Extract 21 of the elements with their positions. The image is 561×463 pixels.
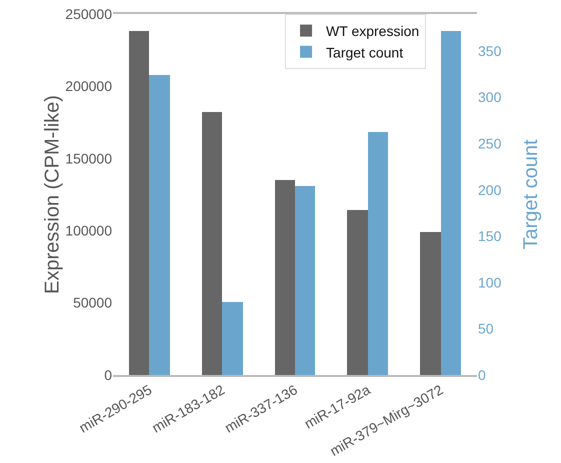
y2-tick-label: 200 <box>478 182 502 198</box>
y-axis-title: Expression (CPM-like) <box>41 95 64 294</box>
y-tick-label: 50000 <box>73 294 112 311</box>
y2-tick-label: 50 <box>478 320 494 337</box>
y-tick-label: 100000 <box>65 222 112 238</box>
bar <box>222 302 243 375</box>
legend-label: WT expression <box>326 23 420 40</box>
bar <box>202 112 222 375</box>
y2-tick-label: 150 <box>478 228 502 244</box>
y2-tick-label: 350 <box>478 42 502 59</box>
y-tick-label: 250000 <box>65 6 112 22</box>
y-tick-label: 0 <box>104 366 112 383</box>
legend-label: Target count <box>326 44 404 60</box>
y2-tick-label: 300 <box>478 89 502 106</box>
bar <box>441 31 461 375</box>
y2-axis-title: Target count <box>520 139 542 250</box>
y2-tick-label: 250 <box>478 135 502 152</box>
y-tick-label: 150000 <box>65 150 112 166</box>
y-tick-label: 200000 <box>65 78 112 94</box>
y2-tick-label: 100 <box>478 274 502 290</box>
y2-tick-label: 0 <box>478 366 486 383</box>
